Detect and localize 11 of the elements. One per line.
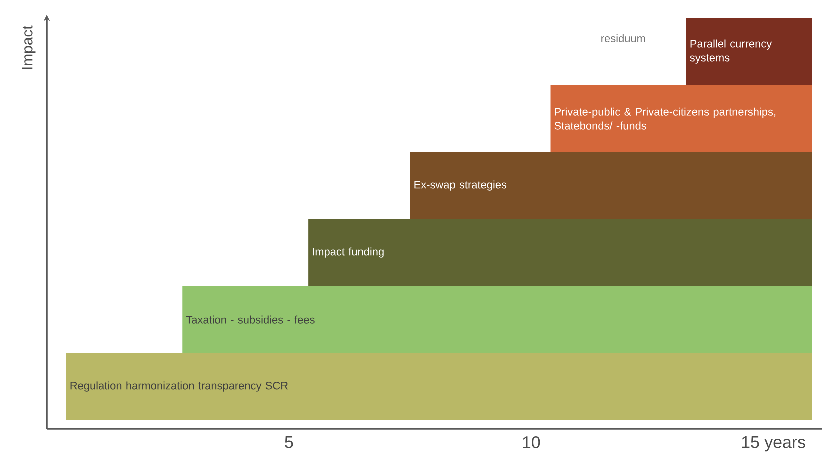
y-tick-label: Parallel currency systems [690,40,772,64]
x-tick-label: 15 years [742,436,806,452]
y-tick-label: Impact funding [313,248,384,258]
y-axis-title: Impact [22,26,36,70]
x-tick-label: 5 [285,436,294,448]
y-tick-label: Taxation - subsidies - fees [186,316,315,324]
y-tick-label: Private-public & Private-citizens partnerships, Statebonds/ -funds [554,108,776,130]
y-tick-label: Regulation harmonization transparency SCR [70,382,288,392]
y-tick-label: Ex-swap strategies [414,180,507,191]
x-tick-label: 10 [523,436,540,449]
annotation: residuum [602,34,646,42]
